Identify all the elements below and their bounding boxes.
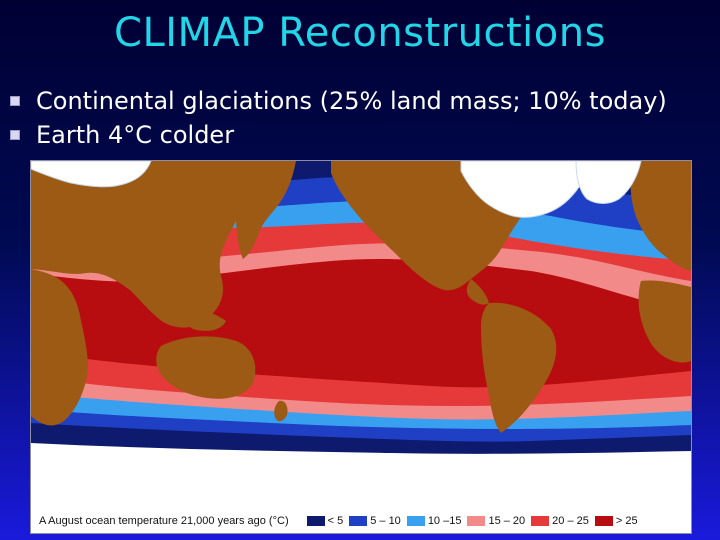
bullet-text: Continental glaciations (25% land mass; … bbox=[36, 87, 667, 115]
bullet-item: Continental glaciations (25% land mass; … bbox=[10, 84, 667, 118]
square-bullet-icon bbox=[10, 130, 20, 140]
square-bullet-icon bbox=[10, 96, 20, 106]
map-caption: A August ocean temperature 21,000 years … bbox=[39, 515, 289, 527]
legend-swatch bbox=[531, 516, 550, 526]
land-south-america bbox=[481, 302, 557, 433]
ice-sheet-greenland bbox=[575, 161, 642, 204]
legend-item: 10 –15 bbox=[406, 515, 462, 527]
land-masses bbox=[31, 161, 691, 433]
legend-item: 5 – 10 bbox=[349, 515, 401, 527]
slide-title: CLIMAP Reconstructions bbox=[114, 10, 606, 56]
land-east-asia bbox=[235, 161, 296, 259]
map-caption-bar: A August ocean temperature 21,000 years … bbox=[31, 509, 691, 533]
world-map-graphic bbox=[31, 161, 691, 509]
legend-item: 15 – 20 bbox=[467, 515, 525, 527]
legend-label: 10 –15 bbox=[427, 515, 462, 527]
bullet-text: Earth 4°C colder bbox=[36, 121, 235, 149]
bullet-item: Earth 4°C colder bbox=[10, 118, 667, 152]
land-new-zealand bbox=[274, 400, 288, 422]
temperature-legend: < 5 5 – 10 10 –15 15 – 20 20 – 25 > 25 bbox=[306, 515, 644, 527]
legend-label: 20 – 25 bbox=[552, 515, 589, 527]
bullet-list: Continental glaciations (25% land mass; … bbox=[10, 84, 667, 152]
land-africa-north-right bbox=[638, 280, 691, 363]
legend-item: > 25 bbox=[594, 515, 638, 527]
land-australia bbox=[156, 336, 256, 399]
legend-label: 5 – 10 bbox=[370, 515, 401, 527]
legend-swatch bbox=[349, 516, 368, 526]
land-southeast-asia bbox=[184, 310, 226, 331]
legend-swatch bbox=[594, 516, 613, 526]
land-eurasia-west bbox=[31, 161, 261, 328]
legend-label: > 25 bbox=[615, 515, 638, 527]
legend-item: < 5 bbox=[306, 515, 344, 527]
legend-item: 20 – 25 bbox=[531, 515, 589, 527]
antarctic-sea-ice bbox=[31, 443, 691, 509]
land-africa-south bbox=[31, 269, 88, 426]
land-europe bbox=[630, 161, 691, 271]
legend-swatch bbox=[406, 516, 425, 526]
legend-label: 15 – 20 bbox=[488, 515, 526, 527]
ocean-temperature-map: A August ocean temperature 21,000 years … bbox=[30, 160, 692, 534]
legend-swatch bbox=[467, 516, 486, 526]
ice-sheet-eurasia bbox=[31, 161, 152, 188]
legend-label: < 5 bbox=[327, 515, 344, 527]
legend-swatch bbox=[306, 516, 325, 526]
land-central-america bbox=[466, 279, 489, 305]
